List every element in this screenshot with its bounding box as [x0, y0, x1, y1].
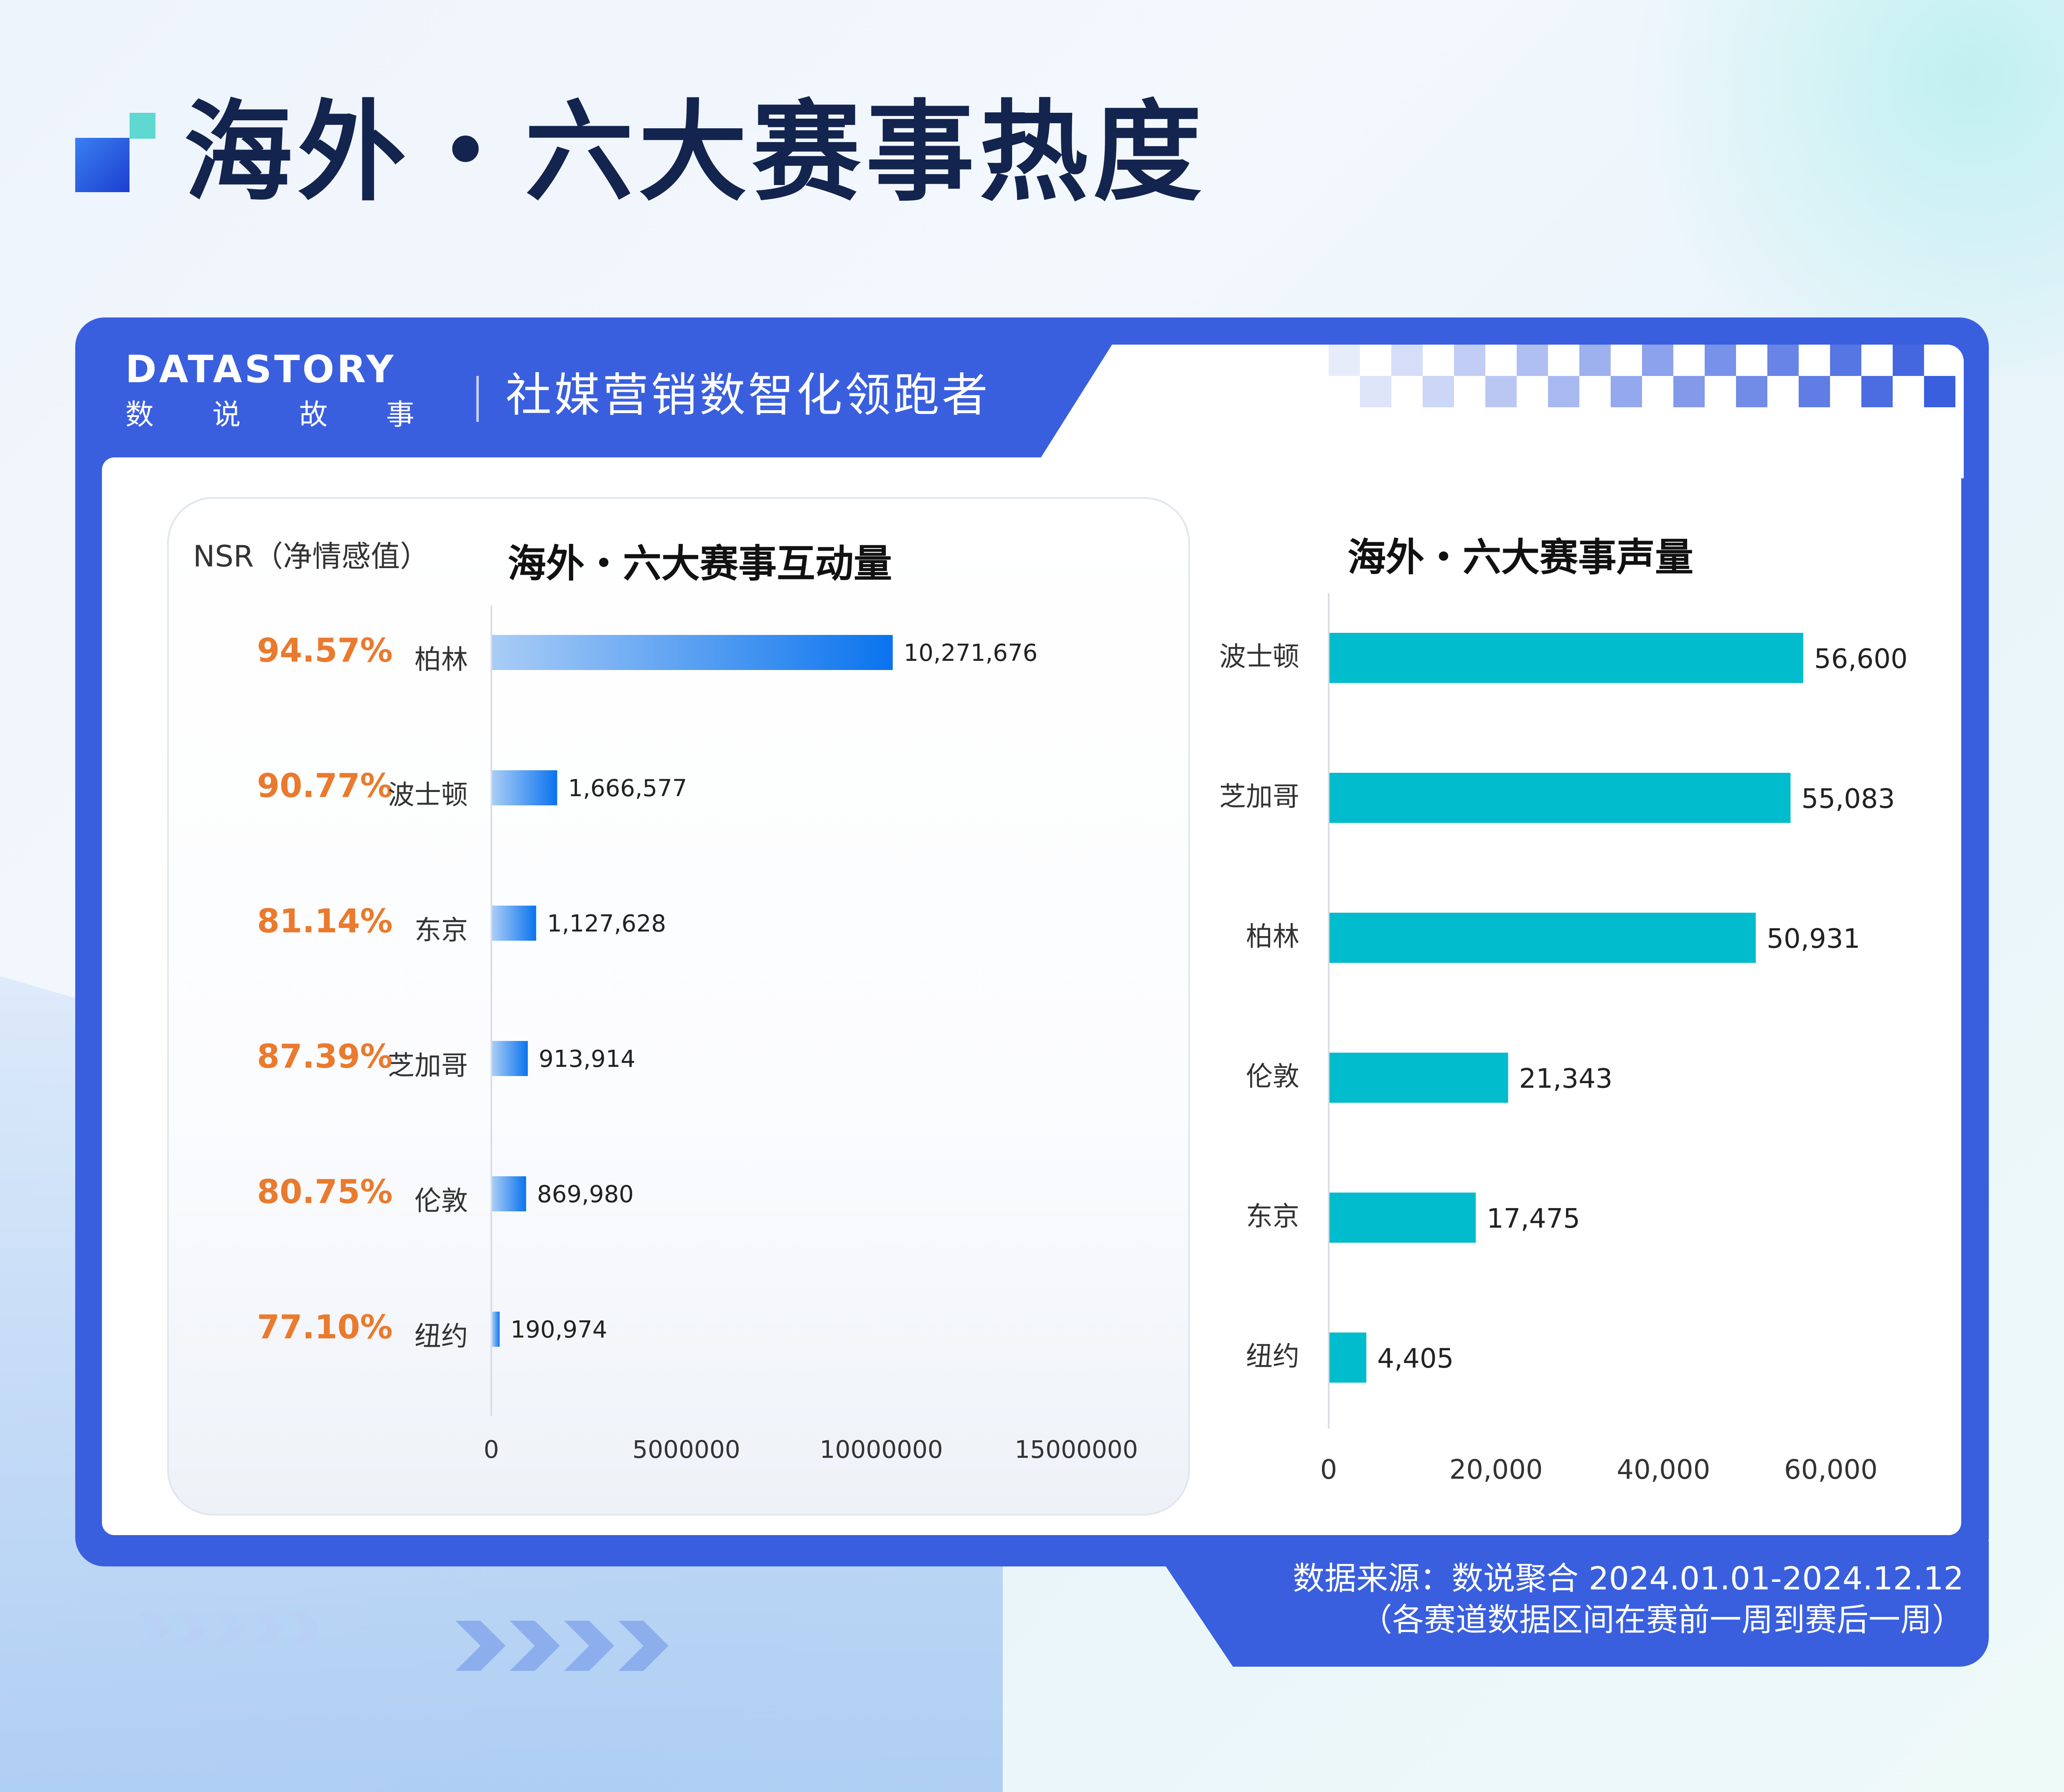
nsr-label: NSR（净情感值）	[193, 539, 430, 574]
checker-cell	[1391, 345, 1423, 376]
volume-bar	[1329, 1333, 1367, 1383]
checker-cell	[1861, 376, 1893, 407]
interaction-chart-title: 海外・六大赛事互动量	[508, 541, 892, 586]
logo-subtext: 数说故事	[125, 399, 473, 432]
header-tab	[1028, 345, 1964, 478]
checker-cell	[1485, 376, 1517, 407]
checker-cell	[1517, 345, 1548, 376]
volume-x-tick: 60,000	[1784, 1454, 1878, 1485]
interaction-bar	[492, 906, 536, 941]
volume-bar	[1329, 1193, 1476, 1243]
checker-cell	[1767, 345, 1799, 376]
title-decoration-icon	[75, 113, 155, 192]
nsr-value: 90.77%	[257, 767, 393, 805]
volume-value-label: 56,600	[1814, 644, 1908, 675]
logo: DATASTORY 数说故事	[125, 351, 473, 429]
nsr-value: 94.57%	[257, 632, 393, 670]
logo-text: DATASTORY	[125, 348, 396, 391]
nsr-value: 77.10%	[257, 1309, 393, 1346]
data-source-line2: （各赛道数据区间在赛前一周到赛后一周）	[1360, 1601, 1964, 1638]
interaction-value-label: 190,974	[511, 1316, 608, 1343]
interaction-bar	[492, 1312, 500, 1347]
interaction-value-label: 1,666,577	[568, 775, 687, 802]
checker-cell	[1360, 376, 1391, 407]
data-source: 数据来源：数说聚合 2024.01.01-2024.12.12 （各赛道数据区间…	[1287, 1558, 1964, 1641]
interaction-category-label: 东京	[414, 915, 468, 946]
volume-category-label: 波士顿	[1219, 642, 1299, 673]
volume-value-label: 21,343	[1519, 1064, 1613, 1094]
volume-x-tick: 0	[1320, 1454, 1337, 1485]
interaction-category-label: 纽约	[414, 1321, 468, 1352]
interaction-x-tick: 0	[484, 1435, 499, 1464]
checker-cell	[1830, 345, 1861, 376]
slogan-divider	[476, 376, 479, 422]
chevron-decoration-icon	[138, 1612, 669, 1671]
interaction-x-tick: 10000000	[820, 1435, 943, 1464]
checker-pattern-decoration	[1329, 345, 1955, 407]
background-glow	[1588, 0, 2064, 376]
footer-tab	[1149, 1541, 1989, 1667]
volume-bar	[1329, 633, 1803, 683]
volume-bar	[1329, 1053, 1508, 1103]
interaction-value-label: 913,914	[539, 1046, 635, 1073]
volume-x-tick: 40,000	[1617, 1454, 1710, 1485]
slogan: 社媒营销数智化领跑者	[506, 368, 990, 422]
checker-cell	[1579, 345, 1611, 376]
interaction-bar	[492, 770, 557, 805]
volume-value-label: 55,083	[1801, 784, 1895, 815]
nsr-value: 80.75%	[257, 1173, 393, 1211]
interaction-category-label: 波士顿	[388, 780, 468, 811]
checker-cell	[1893, 345, 1924, 376]
checker-cell	[1454, 345, 1485, 376]
checker-cell	[1611, 376, 1642, 407]
volume-category-label: 纽约	[1246, 1341, 1299, 1372]
volume-category-label: 东京	[1246, 1201, 1299, 1232]
interaction-x-tick: 15000000	[1014, 1435, 1138, 1464]
volume-bar	[1329, 773, 1791, 823]
checker-cell	[1673, 376, 1705, 407]
volume-x-tick: 20,000	[1449, 1454, 1543, 1485]
interaction-category-label: 芝加哥	[388, 1051, 468, 1081]
checker-cell	[1924, 376, 1955, 407]
checker-cell	[1329, 345, 1360, 376]
interaction-bar	[492, 635, 893, 670]
checker-cell	[1548, 376, 1579, 407]
interaction-x-tick: 5000000	[633, 1435, 740, 1464]
interaction-value-label: 869,980	[537, 1181, 634, 1208]
volume-category-label: 伦敦	[1246, 1061, 1299, 1092]
data-source-line1: 数据来源：数说聚合 2024.01.01-2024.12.12	[1293, 1560, 1964, 1597]
interaction-value-label: 10,271,676	[904, 640, 1038, 667]
volume-value-label: 50,931	[1767, 924, 1860, 954]
interaction-category-label: 柏林	[414, 645, 468, 675]
checker-cell	[1642, 345, 1673, 376]
volume-category-label: 柏林	[1246, 921, 1299, 952]
checker-cell	[1736, 376, 1767, 407]
nsr-value: 87.39%	[257, 1038, 393, 1076]
checker-cell	[1705, 345, 1736, 376]
volume-value-label: 17,475	[1487, 1203, 1580, 1234]
checker-cell	[1799, 376, 1830, 407]
interaction-category-label: 伦敦	[414, 1186, 468, 1217]
interaction-bar	[492, 1176, 526, 1211]
volume-bar	[1329, 913, 1756, 963]
checker-cell	[1423, 376, 1454, 407]
interaction-bar	[492, 1041, 528, 1076]
volume-value-label: 4,405	[1377, 1343, 1454, 1374]
page-title: 海外・六大赛事热度	[184, 90, 1207, 216]
interaction-value-label: 1,127,628	[547, 910, 666, 937]
nsr-value: 81.14%	[257, 903, 393, 940]
volume-category-label: 芝加哥	[1219, 782, 1299, 812]
volume-chart-title: 海外・六大赛事声量	[1347, 535, 1694, 580]
